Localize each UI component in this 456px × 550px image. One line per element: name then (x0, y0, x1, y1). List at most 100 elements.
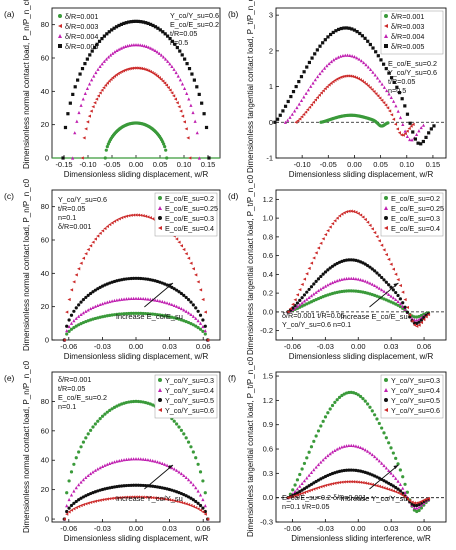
data-point (293, 298, 297, 302)
data-point (312, 481, 316, 485)
data-point (403, 482, 407, 486)
data-point (79, 445, 83, 449)
data-point (103, 463, 107, 467)
data-point (194, 306, 198, 310)
data-point (302, 293, 307, 297)
data-point (79, 322, 83, 326)
data-point (394, 297, 398, 302)
data-point (89, 109, 93, 113)
data-point (347, 443, 351, 448)
data-point (401, 301, 405, 305)
data-point (412, 315, 417, 319)
data-point (177, 500, 181, 504)
data-point (283, 120, 288, 124)
data-point (380, 288, 384, 292)
data-point (151, 23, 155, 28)
data-point (286, 99, 290, 104)
data-point (103, 497, 107, 501)
x-tick-label: 0.00 (129, 160, 144, 169)
data-point (95, 42, 99, 46)
data-point (184, 436, 188, 440)
x-tick-label: -0.06 (60, 342, 77, 351)
data-point (186, 320, 191, 325)
data-point (170, 39, 175, 43)
data-point (322, 66, 327, 70)
data-point (370, 409, 374, 413)
data-point (161, 79, 165, 83)
data-point (93, 237, 97, 241)
data-point (354, 444, 358, 448)
data-point (405, 490, 409, 494)
data-point (366, 39, 370, 43)
data-point (115, 218, 119, 222)
data-point (366, 220, 370, 224)
data-point (300, 282, 304, 287)
data-point (293, 306, 297, 310)
data-point (119, 46, 123, 50)
data-point (396, 303, 400, 307)
data-point (321, 89, 325, 93)
data-point (163, 497, 167, 501)
data-point (348, 74, 353, 78)
data-point (151, 484, 155, 488)
annotation-text: t/R=0.05 (388, 77, 415, 86)
data-point (175, 468, 179, 472)
data-point (65, 310, 69, 314)
data-point (307, 266, 311, 271)
data-point (134, 399, 138, 404)
data-point (333, 448, 337, 452)
data-point (389, 294, 393, 298)
data-point (366, 263, 370, 268)
data-point (391, 451, 395, 455)
legend-marker (384, 14, 388, 18)
data-point (177, 290, 181, 294)
data-point (109, 53, 113, 57)
data-point (161, 30, 165, 34)
data-point (202, 112, 206, 116)
data-point (102, 59, 106, 63)
data-point (94, 97, 99, 101)
data-point (355, 56, 359, 60)
data-point (143, 277, 148, 281)
data-point (323, 455, 328, 460)
data-point (77, 498, 81, 502)
data-point (122, 215, 126, 219)
data-point (305, 490, 309, 494)
data-point (191, 498, 195, 502)
legend-marker (384, 226, 388, 230)
data-point (84, 502, 88, 506)
arrow-line (369, 464, 399, 490)
data-point (319, 485, 323, 489)
data-point (153, 459, 157, 463)
data-point (302, 70, 306, 74)
data-point (141, 483, 145, 488)
annotation-text: δ/R=0.001 (58, 375, 91, 384)
data-point (198, 470, 203, 474)
data-point (314, 479, 318, 484)
data-point (344, 210, 349, 214)
data-point (366, 65, 370, 69)
data-point (391, 99, 396, 103)
x-tick-label: 0.03 (162, 524, 177, 533)
data-point (146, 495, 150, 499)
legend-label: δ/R=0.001 (65, 12, 98, 21)
data-point (355, 30, 359, 34)
data-point (65, 491, 69, 495)
data-point (78, 72, 82, 76)
data-point (170, 285, 174, 289)
data-point (412, 323, 417, 327)
data-point (396, 462, 400, 466)
data-point (122, 458, 126, 462)
x-tick-label: -0.06 (284, 524, 301, 533)
data-point (377, 459, 381, 463)
data-point (321, 458, 325, 462)
data-point (298, 298, 302, 303)
y-tick-label: -0.3 (260, 518, 273, 527)
data-point (364, 82, 368, 86)
data-point (98, 91, 102, 95)
data-point (419, 142, 423, 146)
data-point (421, 139, 425, 144)
data-point (386, 106, 390, 110)
x-tick-label: -0.06 (60, 524, 77, 533)
data-point (90, 49, 94, 53)
